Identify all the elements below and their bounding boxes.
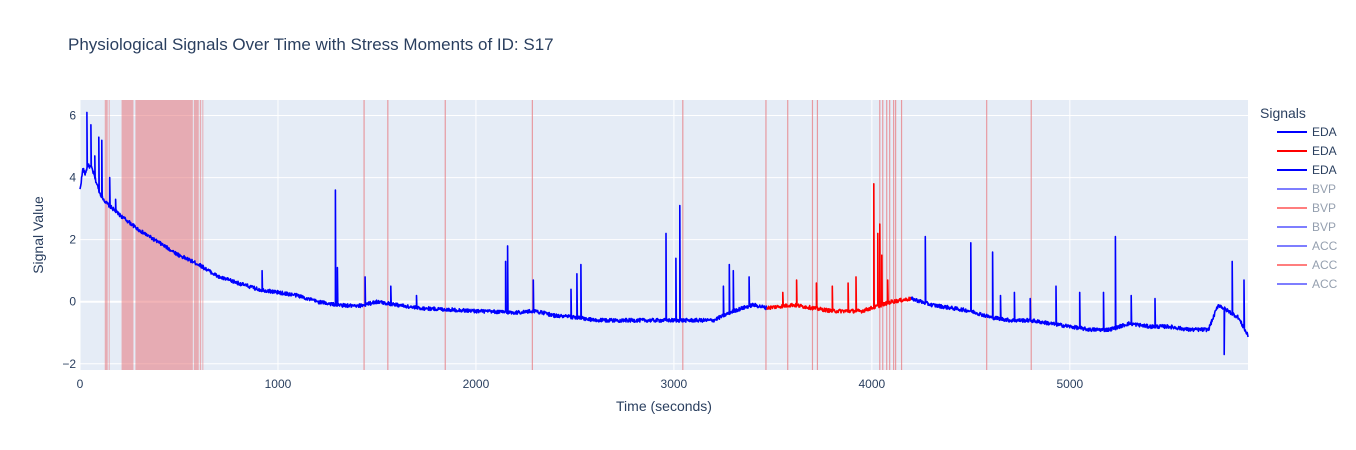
legend-label: EDA [1312, 125, 1337, 139]
legend-item-bvp[interactable]: BVP [1277, 201, 1336, 215]
y-tick-label: 4 [69, 171, 76, 185]
legend[interactable]: Signals EDA EDA EDA BVP BVP BVP ACC ACC ACC [1260, 105, 1338, 291]
stress-region [202, 100, 204, 370]
y-tick-label: 0 [69, 295, 76, 309]
y-axis-label: Signal Value [30, 196, 46, 274]
x-axis-label: Time (seconds) [616, 398, 712, 414]
legend-item-bvp[interactable]: BVP [1277, 182, 1336, 196]
legend-item-acc[interactable]: ACC [1277, 277, 1338, 291]
stress-region [108, 100, 110, 370]
legend-item-bvp[interactable]: BVP [1277, 220, 1336, 234]
gridlines [79, 100, 1248, 370]
plot-area[interactable] [80, 100, 1248, 370]
y-tick-label: 2 [69, 233, 76, 247]
x-tick-label: 2000 [463, 377, 490, 391]
x-tick-label: 0 [77, 377, 84, 391]
y-tick-label: 6 [69, 109, 76, 123]
chart-title: Physiological Signals Over Time with Str… [68, 35, 554, 54]
legend-label: ACC [1312, 239, 1338, 253]
legend-item-eda[interactable]: EDA [1277, 144, 1337, 158]
series-line-eda [79, 111, 768, 323]
stress-region [104, 100, 108, 370]
stress-region [135, 100, 193, 370]
x-tick-label: 3000 [661, 377, 688, 391]
x-tick-label: 1000 [265, 377, 292, 391]
legend-label: ACC [1312, 258, 1338, 272]
legend-item-acc[interactable]: ACC [1277, 258, 1338, 272]
x-tick-label: 5000 [1056, 377, 1083, 391]
series-lines [79, 111, 1249, 356]
legend-label: BVP [1312, 182, 1336, 196]
series-line-eda [910, 235, 1249, 356]
legend-label: EDA [1312, 163, 1337, 177]
legend-item-eda[interactable]: EDA [1277, 163, 1337, 177]
series-line-eda [766, 183, 912, 314]
legend-item-acc[interactable]: ACC [1277, 239, 1338, 253]
y-tick-label: −2 [62, 357, 76, 371]
x-tick-label: 4000 [859, 377, 886, 391]
legend-label: BVP [1312, 201, 1336, 215]
legend-label: BVP [1312, 220, 1336, 234]
stress-region [193, 100, 199, 370]
legend-label: EDA [1312, 144, 1337, 158]
legend-item-eda[interactable]: EDA [1277, 125, 1337, 139]
legend-label: ACC [1312, 277, 1338, 291]
stress-region [199, 100, 202, 370]
legend-title: Signals [1260, 105, 1306, 121]
stress-region [121, 100, 134, 370]
